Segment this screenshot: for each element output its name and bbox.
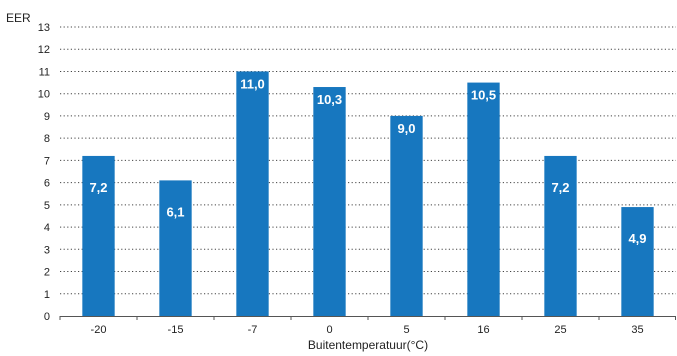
value-label-2: 11,0: [240, 76, 265, 91]
bars: [82, 71, 654, 317]
value-label-0: 7,2: [89, 180, 107, 195]
value-label-3: 10,3: [317, 92, 342, 107]
value-label-7: 4,9: [628, 231, 646, 246]
bar-7: [621, 207, 654, 316]
y-tick-label: 8: [44, 133, 50, 145]
y-tick-label: 6: [44, 178, 50, 190]
value-label-5: 10,5: [471, 88, 496, 103]
y-tick-label: 4: [44, 222, 50, 234]
value-label-1: 6,1: [166, 204, 184, 219]
y-tick-label: 5: [44, 200, 50, 212]
x-axis-ticks: -20 -15 -7 0 5 16 25 35: [59, 316, 676, 336]
bar-0: [82, 155, 115, 316]
y-tick-label: 1: [44, 289, 50, 301]
bar-2: [236, 71, 269, 316]
y-tick-label: 0: [44, 311, 50, 323]
bar-3: [313, 87, 346, 317]
bar-1: [159, 180, 192, 316]
bar-6: [544, 155, 577, 316]
y-tick-label: 12: [38, 44, 50, 56]
x-tick-label-2: -7: [248, 324, 258, 336]
x-tick-label-5: 16: [477, 324, 489, 336]
y-tick-label: 10: [38, 89, 50, 101]
y-tick-label: 13: [38, 22, 50, 34]
bar-5: [467, 82, 500, 316]
y-tick-label: 7: [44, 155, 50, 167]
y-tick-label: 2: [44, 267, 50, 279]
x-tick-label-4: 5: [403, 324, 409, 336]
x-tick-label-3: 0: [326, 324, 332, 336]
x-axis-title: Buitentemperatuur(°C): [308, 338, 428, 352]
x-tick-label-1: -15: [168, 324, 184, 336]
gridlines: [60, 26, 676, 295]
bar-value-labels: 7,2 6,1 11,0 10,3 9,0 10,5 7,2 4,9: [89, 76, 646, 246]
x-tick-label-6: 25: [554, 324, 566, 336]
x-tick-label-7: 35: [631, 324, 643, 336]
value-label-4: 9,0: [397, 121, 415, 136]
y-tick-label: 11: [39, 66, 50, 78]
y-tick-label: 3: [44, 244, 50, 256]
y-tick-label: 9: [44, 111, 50, 123]
value-label-6: 7,2: [551, 180, 569, 195]
bar-4: [390, 115, 423, 316]
y-axis-title: EER: [6, 11, 31, 25]
x-tick-label-0: -20: [91, 324, 107, 336]
